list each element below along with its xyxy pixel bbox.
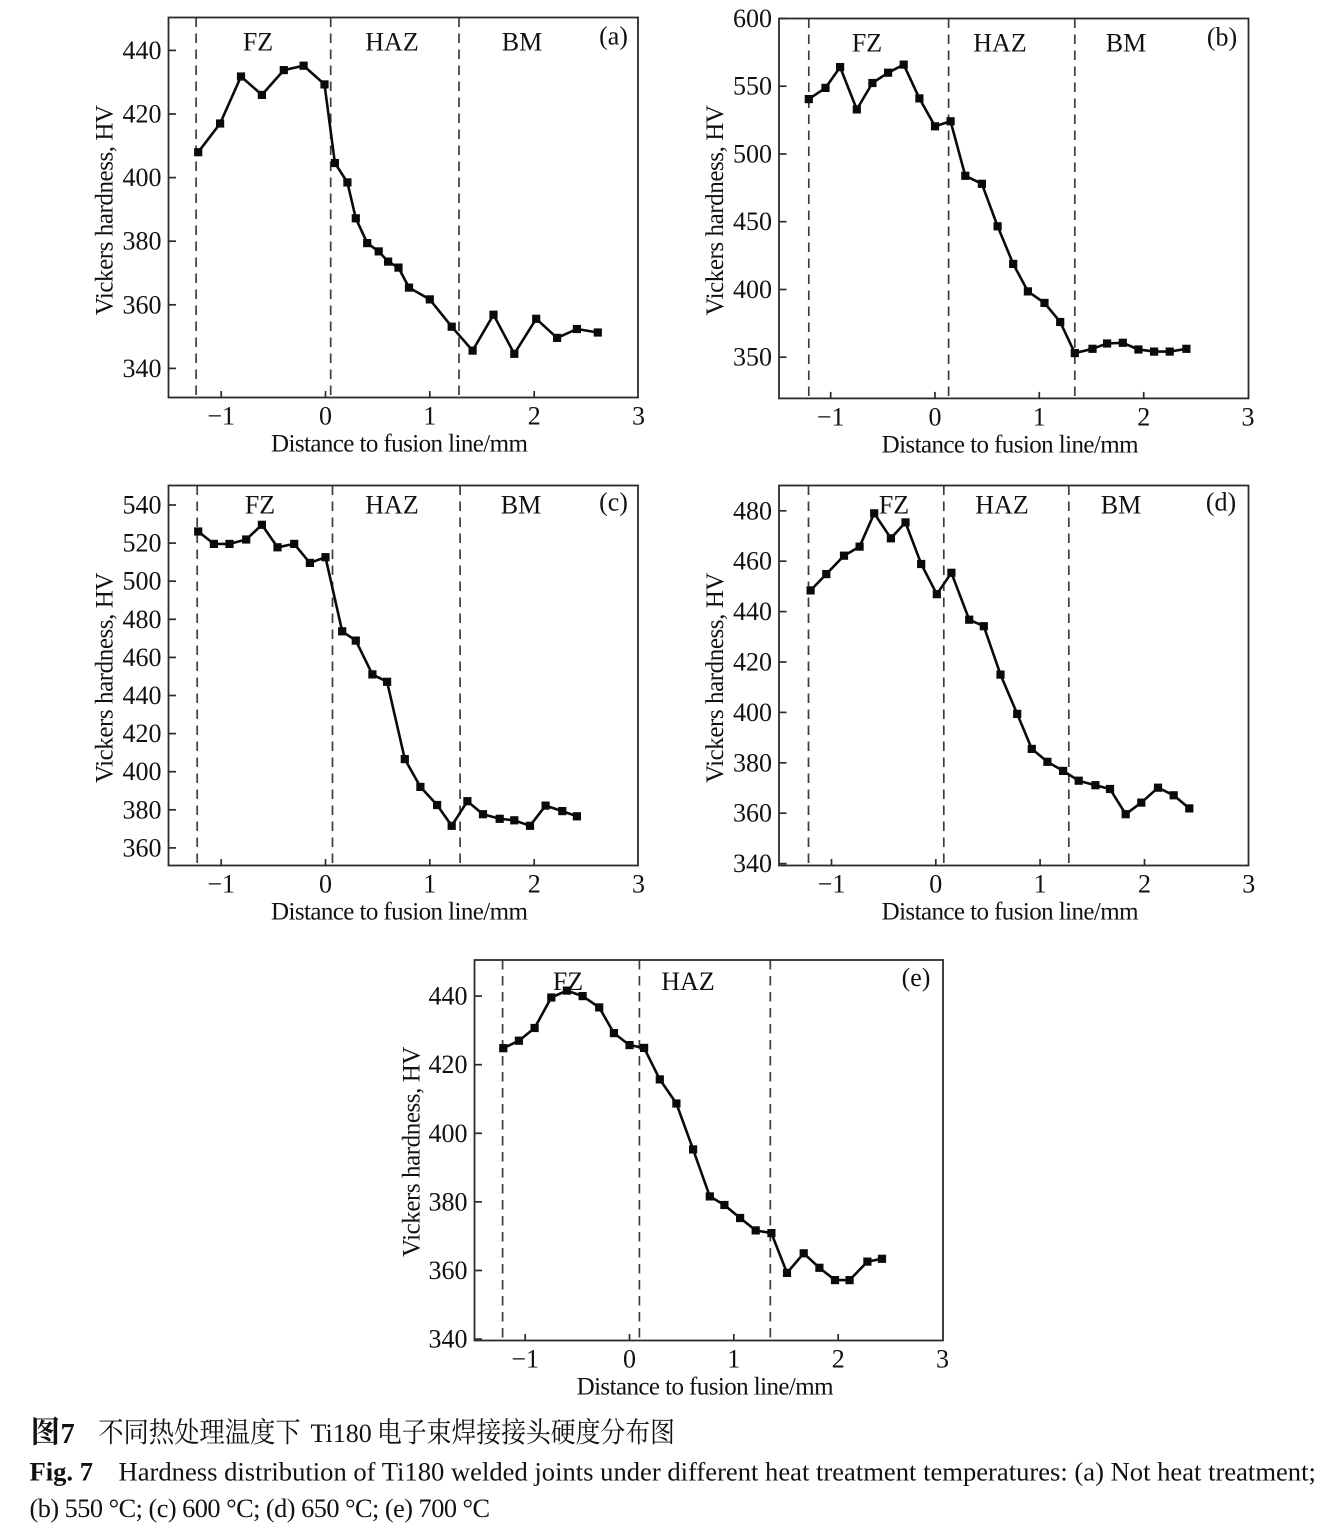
svg-text:420: 420 <box>123 100 162 129</box>
svg-text:420: 420 <box>429 1050 468 1079</box>
svg-text:400: 400 <box>429 1119 468 1148</box>
svg-text:460: 460 <box>733 547 772 576</box>
svg-text:−1: −1 <box>207 402 235 431</box>
svg-text:550: 550 <box>733 72 772 101</box>
svg-text:(e): (e) <box>902 963 931 992</box>
svg-text:1: 1 <box>423 402 436 431</box>
svg-text:2: 2 <box>1137 402 1150 431</box>
svg-text:1: 1 <box>1033 402 1046 431</box>
svg-text:360: 360 <box>733 799 772 828</box>
svg-text:600: 600 <box>733 4 772 33</box>
svg-text:FZ: FZ <box>245 491 275 520</box>
svg-text:0: 0 <box>929 402 942 431</box>
svg-text:440: 440 <box>429 982 468 1011</box>
svg-text:FZ: FZ <box>879 491 909 520</box>
svg-text:0: 0 <box>319 870 332 899</box>
svg-text:460: 460 <box>123 643 162 672</box>
svg-text:340: 340 <box>123 354 162 383</box>
svg-text:480: 480 <box>123 605 162 634</box>
svg-text:−1: −1 <box>817 402 845 431</box>
svg-text:BM: BM <box>1101 491 1141 520</box>
svg-text:360: 360 <box>123 833 162 862</box>
svg-text:HAZ: HAZ <box>975 491 1028 520</box>
svg-text:2: 2 <box>528 402 541 431</box>
svg-text:340: 340 <box>733 849 772 878</box>
svg-text:3: 3 <box>632 870 645 899</box>
svg-text:0: 0 <box>929 870 942 899</box>
svg-text:Vickers hardness, HV: Vickers hardness, HV <box>702 105 729 315</box>
svg-text:1: 1 <box>1034 870 1047 899</box>
svg-text:(d): (d) <box>1206 488 1236 517</box>
svg-text:420: 420 <box>733 648 772 677</box>
svg-text:7: 7 <box>61 1419 75 1450</box>
svg-text:−1: −1 <box>818 870 846 899</box>
svg-text:Vickers hardness, HV: Vickers hardness, HV <box>399 1047 426 1257</box>
svg-text:(b): (b) <box>1207 23 1237 52</box>
svg-text:(b) 550 °C; (c) 600 °C; (d) 65: (b) 550 °C; (c) 600 °C; (d) 650 °C; (e) … <box>30 1494 490 1523</box>
svg-text:340: 340 <box>429 1325 468 1354</box>
svg-text:440: 440 <box>123 681 162 710</box>
svg-text:(a): (a) <box>599 22 628 51</box>
svg-text:0: 0 <box>319 402 332 431</box>
svg-text:350: 350 <box>733 343 772 372</box>
svg-text:(c): (c) <box>599 488 628 517</box>
svg-text:500: 500 <box>123 567 162 596</box>
svg-text:3: 3 <box>632 402 645 431</box>
svg-text:540: 540 <box>123 491 162 520</box>
svg-text:2: 2 <box>528 870 541 899</box>
svg-text:BM: BM <box>502 28 542 57</box>
svg-text:3: 3 <box>936 1345 949 1374</box>
svg-text:440: 440 <box>733 597 772 626</box>
svg-text:360: 360 <box>123 290 162 319</box>
svg-text:450: 450 <box>733 207 772 236</box>
svg-text:HAZ: HAZ <box>973 29 1026 58</box>
svg-text:Ti180: Ti180 <box>311 1419 372 1448</box>
svg-text:3: 3 <box>1242 402 1255 431</box>
svg-text:380: 380 <box>733 748 772 777</box>
svg-text:400: 400 <box>123 757 162 786</box>
svg-text:380: 380 <box>123 795 162 824</box>
svg-text:FZ: FZ <box>243 28 273 57</box>
svg-text:500: 500 <box>733 140 772 169</box>
svg-text:420: 420 <box>123 719 162 748</box>
svg-text:Distance to fusion line/mm: Distance to fusion line/mm <box>882 431 1140 458</box>
svg-text:Distance to fusion line/mm: Distance to fusion line/mm <box>271 899 529 926</box>
svg-text:400: 400 <box>733 698 772 727</box>
svg-text:400: 400 <box>733 275 772 304</box>
svg-text:BM: BM <box>501 491 541 520</box>
svg-text:Distance to fusion line/mm: Distance to fusion line/mm <box>271 431 529 458</box>
svg-text:380: 380 <box>123 227 162 256</box>
svg-text:BM: BM <box>1106 29 1146 58</box>
svg-text:HAZ: HAZ <box>661 967 714 996</box>
svg-text:HAZ: HAZ <box>365 491 418 520</box>
svg-text:3: 3 <box>1242 870 1255 899</box>
svg-text:Vickers hardness, HV: Vickers hardness, HV <box>702 573 729 783</box>
svg-text:Vickers hardness, HV: Vickers hardness, HV <box>92 573 119 783</box>
svg-text:0: 0 <box>623 1345 636 1374</box>
svg-text:520: 520 <box>123 529 162 558</box>
svg-text:440: 440 <box>123 36 162 65</box>
svg-text:400: 400 <box>123 163 162 192</box>
svg-text:380: 380 <box>429 1187 468 1216</box>
svg-text:2: 2 <box>1138 870 1151 899</box>
svg-text:−1: −1 <box>511 1345 539 1374</box>
svg-text:−1: −1 <box>207 870 235 899</box>
svg-text:2: 2 <box>832 1345 845 1374</box>
svg-text:Distance to fusion line/mm: Distance to fusion line/mm <box>577 1374 835 1401</box>
svg-text:Distance to fusion line/mm: Distance to fusion line/mm <box>882 899 1140 926</box>
svg-text:480: 480 <box>733 496 772 525</box>
svg-text:360: 360 <box>429 1256 468 1285</box>
svg-text:Vickers hardness, HV: Vickers hardness, HV <box>92 105 119 315</box>
svg-text:1: 1 <box>423 870 436 899</box>
svg-text:1: 1 <box>727 1345 740 1374</box>
svg-text:FZ: FZ <box>852 29 882 58</box>
svg-text:HAZ: HAZ <box>365 28 418 57</box>
